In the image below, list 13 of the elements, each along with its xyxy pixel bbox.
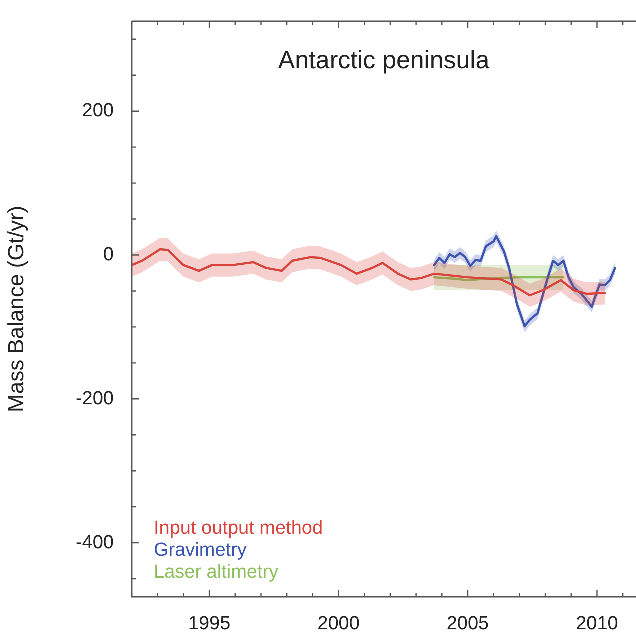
x-tick-label: 2005 (446, 614, 490, 635)
text: Antarctic peninsula (278, 46, 490, 74)
x-tick-label: 2010 (576, 614, 618, 635)
y-tick-label: 0 (103, 244, 114, 266)
y-axis-title: Mass Balance (Gt/yr) (3, 206, 28, 413)
x-tick-label: 1995 (188, 614, 231, 635)
text: Input output method (154, 518, 324, 540)
x-tick-label: 2000 (318, 614, 360, 635)
y-tick-label: -200 (76, 388, 114, 410)
y-tick-label: 200 (82, 100, 114, 122)
y-tick-label: -400 (76, 532, 114, 554)
text: Laser altimetry (154, 562, 280, 584)
text: Gravimetry (154, 540, 248, 562)
